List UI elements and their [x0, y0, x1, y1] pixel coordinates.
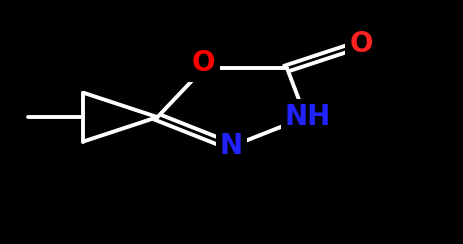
- Text: NH: NH: [285, 103, 331, 131]
- Text: O: O: [192, 50, 215, 77]
- Text: N: N: [220, 132, 243, 160]
- Text: O: O: [350, 30, 373, 58]
